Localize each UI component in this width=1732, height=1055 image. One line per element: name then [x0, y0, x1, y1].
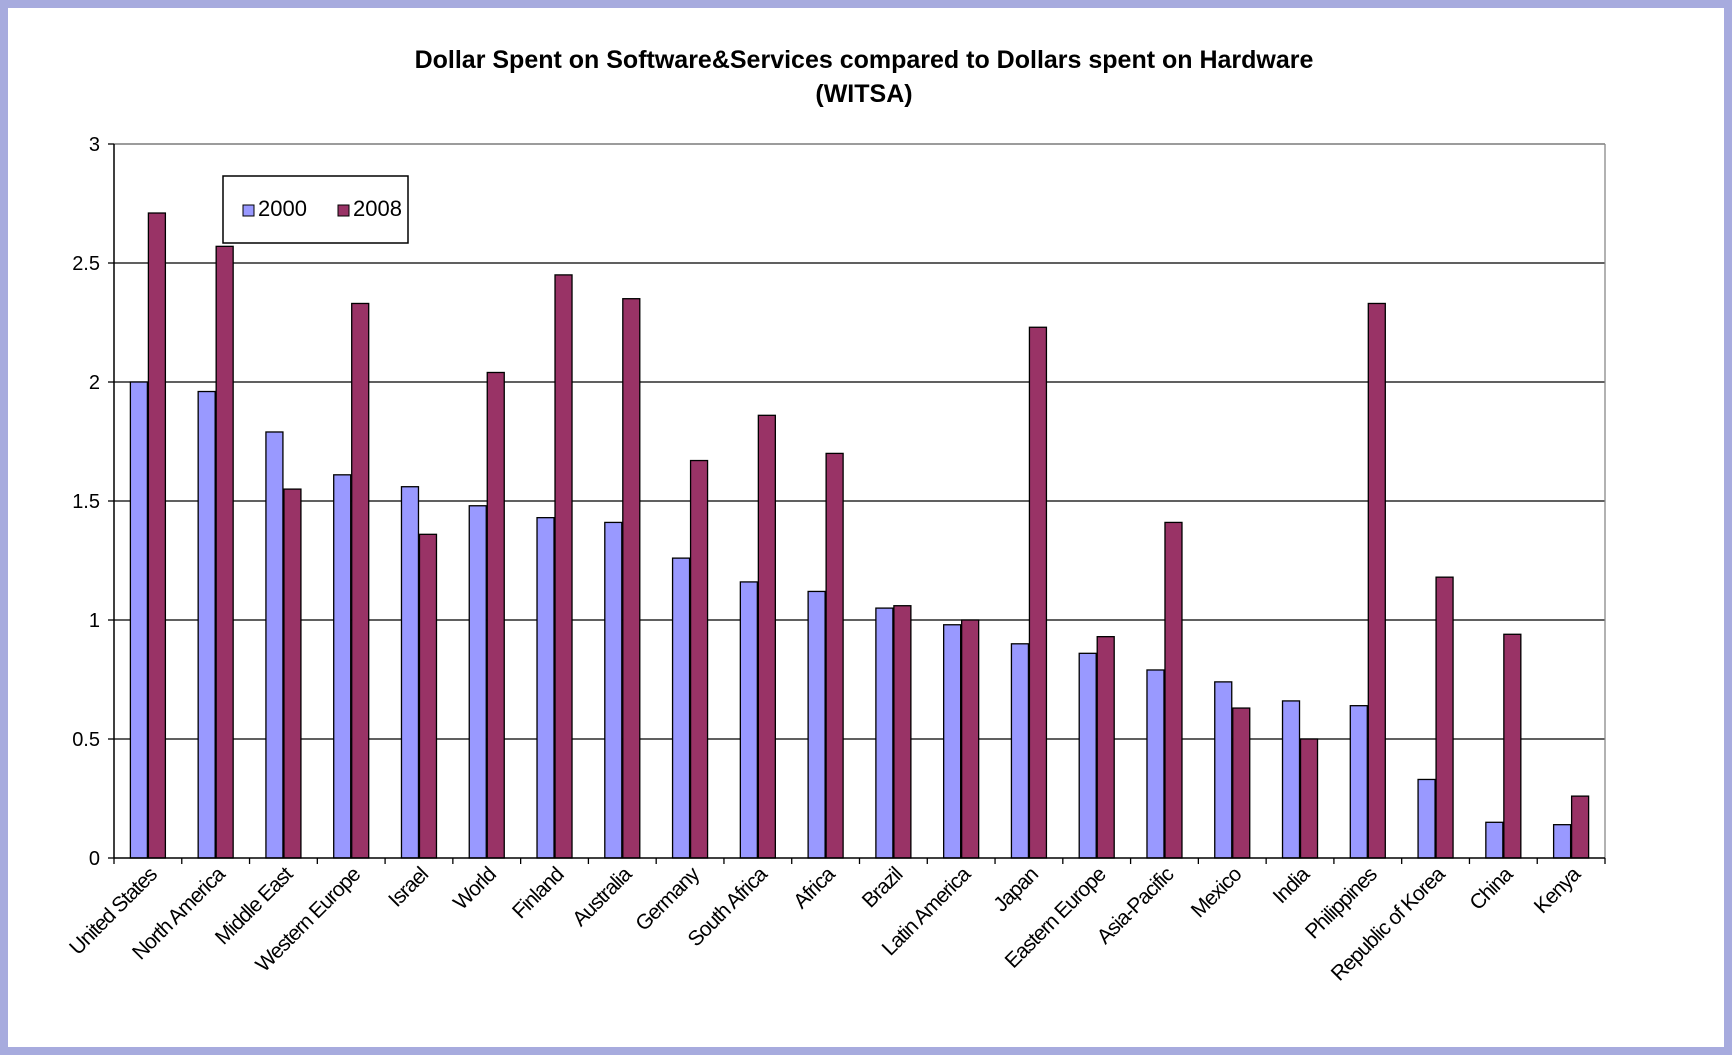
bar-2000-asia-pacific: [1146, 669, 1165, 859]
y-tick-label: 0.5: [72, 729, 100, 751]
x-category-label-mexico: Mexico: [1187, 863, 1246, 922]
x-category-label-china: China: [1465, 862, 1517, 914]
bar-2008-middle-east: [283, 488, 302, 859]
bar-2000-japan: [1010, 643, 1030, 859]
bar-2008-south-africa: [757, 414, 776, 859]
bar-2000-israel: [400, 486, 420, 859]
bar-chart: Dollar Spent on Software&Services compar…: [65, 46, 1606, 986]
x-category-label-republic-of-korea: Republic of Korea: [1327, 862, 1450, 985]
bar-2000-mexico: [1214, 681, 1233, 859]
y-tick-label: 2.5: [72, 253, 100, 275]
bar-2008-africa: [825, 452, 844, 859]
bar-2008-japan: [1028, 326, 1048, 859]
bar-2000-kenya: [1552, 824, 1572, 859]
legend-label-2008: 2008: [353, 196, 402, 221]
y-tick-label: 1: [89, 610, 100, 632]
x-category-label-finland: Finland: [508, 863, 568, 923]
bar-2000-germany: [671, 557, 691, 859]
bar-2000-brazil: [875, 607, 894, 859]
bar-2000-united-states: [129, 381, 149, 859]
bar-2000-world: [468, 505, 487, 859]
bar-2000-china: [1485, 821, 1504, 859]
x-category-label-kenya: Kenya: [1530, 862, 1586, 918]
bar-2000-south-africa: [739, 581, 758, 859]
bar-2008-world: [486, 371, 505, 859]
bar-2008-latin-america: [961, 619, 980, 859]
chart-subtitle: (WITSA): [815, 80, 912, 108]
bar-2008-philippines: [1367, 302, 1386, 859]
bar-2008-finland: [554, 274, 573, 859]
bar-2000-latin-america: [943, 624, 962, 859]
x-category-label-australia: Australia: [568, 862, 637, 931]
legend-swatch-2008: [337, 204, 350, 217]
bar-2000-india: [1281, 700, 1301, 859]
bar-2000-africa: [807, 590, 826, 859]
legend: 2000 2008: [222, 175, 409, 244]
bar-2008-mexico: [1232, 707, 1251, 859]
bar-2008-china: [1503, 633, 1522, 859]
bar-2008-australia: [622, 298, 641, 859]
chart-title: Dollar Spent on Software&Services compar…: [415, 46, 1314, 74]
y-tick-label: 3: [89, 134, 100, 156]
x-category-label-japan: Japan: [989, 863, 1042, 916]
y-tick-label: 0: [89, 848, 100, 870]
x-category-label-africa: Africa: [789, 862, 840, 913]
x-category-label-brazil: Brazil: [858, 863, 907, 912]
bar-2000-western-europe: [333, 474, 352, 859]
bar-2008-north-america: [215, 245, 234, 859]
x-category-label-israel: Israel: [384, 863, 433, 912]
bar-2008-eastern-europe: [1096, 636, 1115, 859]
bar-2008-republic-of-korea: [1435, 576, 1454, 859]
bar-2008-india: [1299, 738, 1319, 859]
bar-2008-brazil: [893, 605, 912, 859]
bar-2000-republic-of-korea: [1417, 778, 1436, 859]
bar-2008-germany: [689, 459, 709, 859]
bar-2008-asia-pacific: [1164, 521, 1183, 859]
bar-2000-middle-east: [265, 431, 284, 859]
legend-swatch-2000: [242, 204, 255, 217]
bar-2008-united-states: [147, 212, 167, 859]
bar-2000-finland: [536, 517, 555, 859]
y-tick-label: 2: [89, 372, 100, 394]
bar-2000-australia: [604, 521, 623, 859]
legend-label-2000: 2000: [258, 196, 307, 221]
bar-2008-kenya: [1570, 795, 1590, 859]
y-axis-ticks: 0 0.5 1 1.5 2 2.5 3: [72, 134, 114, 870]
bar-2000-philippines: [1349, 705, 1368, 859]
y-tick-label: 1.5: [72, 491, 100, 513]
axes: [113, 143, 1606, 864]
x-category-label-india: India: [1269, 862, 1315, 908]
bar-2000-north-america: [197, 390, 216, 859]
bar-2008-western-europe: [351, 302, 370, 859]
bar-2000-eastern-europe: [1078, 652, 1097, 859]
x-category-label-world: World: [449, 863, 500, 914]
bars: [129, 212, 1590, 859]
bar-2008-israel: [418, 533, 438, 859]
